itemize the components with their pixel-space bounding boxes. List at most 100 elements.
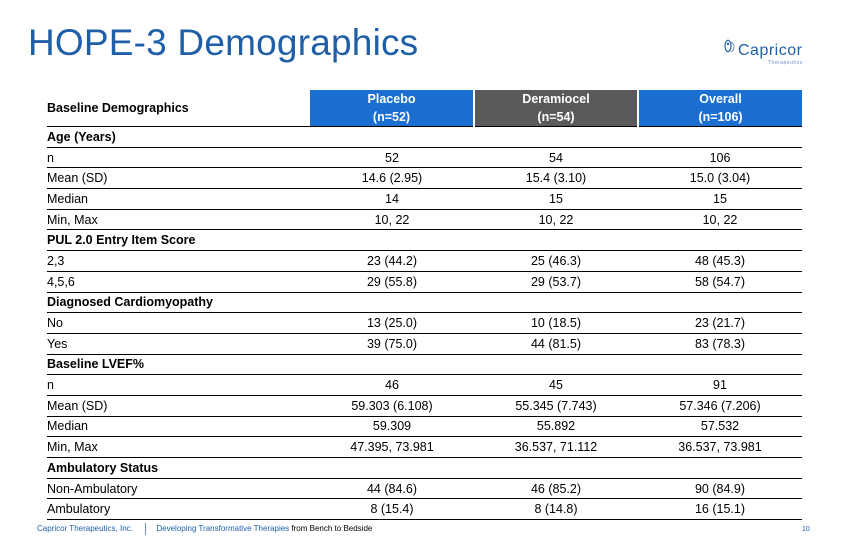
table-row: Median 14 15 15 [47,188,802,210]
table-row: Median 59.309 55.892 57.532 [47,416,802,438]
section-row: Baseline LVEF% [47,354,802,376]
row-label: 2,3 [47,250,310,272]
footer-tagline: Developing Transformative Therapies [156,524,290,534]
row-label: Ambulatory [47,498,310,521]
section-title: Baseline LVEF% [47,354,802,376]
cell-placebo: 14 [310,188,474,210]
company-logo: Capricor Therapeutics [722,38,822,74]
row-label: Non-Ambulatory [47,478,310,500]
row-label: Mean (SD) [47,167,310,190]
cell-deramiocel: 55.345 (7.743) [474,395,638,417]
cell-overall: 83 (78.3) [638,333,802,355]
row-label: n [47,374,310,396]
table-header-row: Baseline Demographics Placebo (n=52) Der… [47,90,802,127]
cell-overall: 36.537, 73.981 [638,436,802,458]
cell-deramiocel: 15.4 (3.10) [474,167,638,190]
cell-deramiocel: 36.537, 71.112 [474,436,638,458]
cell-placebo: 39 (75.0) [310,333,474,355]
table-row: 4,5,6 29 (55.8) 29 (53.7) 58 (54.7) [47,271,802,293]
section-title: PUL 2.0 Entry Item Score [47,229,802,252]
cell-deramiocel: 25 (46.3) [474,250,638,272]
section-title: Age (Years) [47,126,802,148]
table-row: 2,3 23 (44.2) 25 (46.3) 48 (45.3) [47,250,802,272]
demographics-table: Baseline Demographics Placebo (n=52) Der… [47,90,802,521]
column-header-overall: Overall (n=106) [638,90,802,127]
cell-overall: 57.346 (7.206) [638,395,802,417]
cell-placebo: 8 (15.4) [310,498,474,521]
cell-deramiocel: 44 (81.5) [474,333,638,355]
table-row: Min, Max 47.395, 73.981 36.537, 71.112 3… [47,436,802,458]
column-n: (n=52) [372,110,411,124]
cell-deramiocel: 46 (85.2) [474,478,638,500]
cell-placebo: 23 (44.2) [310,250,474,272]
table-row: n 46 45 91 [47,374,802,396]
cell-deramiocel: 8 (14.8) [474,498,638,521]
logo-subtitle: Therapeutics [768,60,803,66]
cell-placebo: 10, 22 [310,209,474,231]
page-number: 10 [802,526,810,533]
row-label: 4,5,6 [47,271,310,293]
footer-company: Capricor Therapeutics, Inc. [37,524,133,534]
cell-deramiocel: 45 [474,374,638,396]
cell-placebo: 47.395, 73.981 [310,436,474,458]
column-name: Deramiocel [522,92,590,106]
cell-placebo: 59.309 [310,416,474,438]
section-title: Ambulatory Status [47,457,802,479]
row-label: Min, Max [47,436,310,458]
row-label: n [47,147,310,169]
cell-overall: 10, 22 [638,209,802,231]
table-row: Min, Max 10, 22 10, 22 10, 22 [47,209,802,231]
column-header-placebo: Placebo (n=52) [310,90,474,127]
cell-placebo: 29 (55.8) [310,271,474,293]
table-row: n 52 54 106 [47,147,802,169]
footer: Capricor Therapeutics, Inc. Developing T… [37,523,372,535]
cell-overall: 48 (45.3) [638,250,802,272]
section-title: Diagnosed Cardiomyopathy [47,292,802,314]
cell-deramiocel: 10 (18.5) [474,312,638,334]
column-n: (n=106) [698,110,743,124]
cell-placebo: 59.303 (6.108) [310,395,474,417]
cell-placebo: 46 [310,374,474,396]
table-row: Mean (SD) 59.303 (6.108) 55.345 (7.743) … [47,395,802,417]
logo-wordmark: Capricor [738,42,803,59]
slide-title: HOPE-3 Demographics [28,22,419,63]
row-label: Min, Max [47,209,310,231]
row-label: Median [47,416,310,438]
column-name: Overall [699,92,742,106]
table-row: No 13 (25.0) 10 (18.5) 23 (21.7) [47,312,802,334]
footer-tagline-rest: from Bench to Bedside [291,524,373,534]
cell-deramiocel: 15 [474,188,638,210]
cell-overall: 90 (84.9) [638,478,802,500]
cell-overall: 23 (21.7) [638,312,802,334]
logo-mark-icon [724,39,735,53]
cell-overall: 57.532 [638,416,802,438]
section-row: Diagnosed Cardiomyopathy [47,292,802,314]
cell-deramiocel: 10, 22 [474,209,638,231]
table-row: Mean (SD) 14.6 (2.95) 15.4 (3.10) 15.0 (… [47,167,802,190]
footer-divider [145,523,147,535]
row-label: Median [47,188,310,210]
section-row: Age (Years) [47,126,802,148]
cell-overall: 106 [638,147,802,169]
column-header-deramiocel: Deramiocel (n=54) [473,90,639,127]
table-row: Yes 39 (75.0) 44 (81.5) 83 (78.3) [47,333,802,355]
section-row: PUL 2.0 Entry Item Score [47,229,802,252]
table-row: Non-Ambulatory 44 (84.6) 46 (85.2) 90 (8… [47,478,802,500]
cell-placebo: 13 (25.0) [310,312,474,334]
cell-deramiocel: 54 [474,147,638,169]
cell-overall: 15.0 (3.04) [638,167,802,190]
cell-placebo: 52 [310,147,474,169]
cell-overall: 15 [638,188,802,210]
cell-deramiocel: 29 (53.7) [474,271,638,293]
column-n: (n=54) [537,110,575,124]
cell-placebo: 44 (84.6) [310,478,474,500]
cell-overall: 91 [638,374,802,396]
cell-placebo: 14.6 (2.95) [310,167,474,190]
cell-deramiocel: 55.892 [474,416,638,438]
row-label: No [47,312,310,334]
corner-label: Baseline Demographics [47,90,310,127]
row-label: Mean (SD) [47,395,310,417]
section-row: Ambulatory Status [47,457,802,479]
cell-overall: 58 (54.7) [638,271,802,293]
table-row: Ambulatory 8 (15.4) 8 (14.8) 16 (15.1) [47,498,802,521]
